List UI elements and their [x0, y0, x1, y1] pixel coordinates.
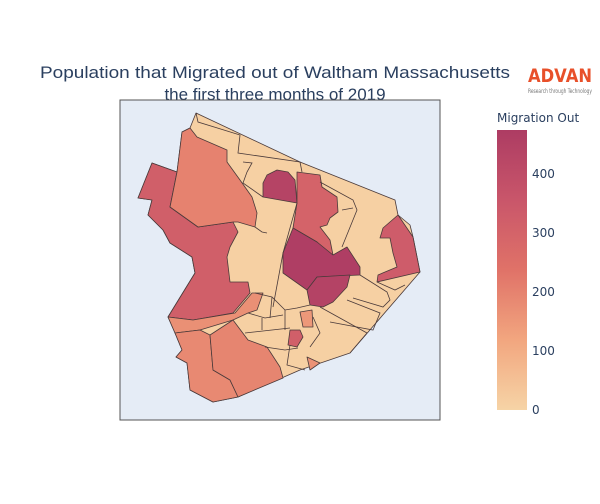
tract-border-line — [376, 281, 406, 291]
tract-border-line — [264, 346, 299, 351]
tract-border-line — [269, 296, 273, 319]
colorbar-ticks: 0 100 200 300 400 — [532, 167, 555, 417]
colorbar-tick-label: 300 — [532, 226, 555, 240]
logo-wordmark: ADVAN — [528, 65, 592, 87]
tract-border-line — [195, 112, 303, 173]
map-tract-borders — [195, 112, 406, 371]
colorbar-tick-label: 400 — [532, 167, 555, 181]
colorbar — [497, 130, 527, 410]
tract-border-line — [319, 181, 358, 248]
tract-border-line — [242, 161, 264, 198]
map-regions — [137, 112, 421, 403]
tract-border-line — [329, 299, 381, 331]
census-tract-region[interactable] — [287, 329, 304, 348]
census-tract-region[interactable] — [306, 356, 321, 371]
census-tract-region[interactable] — [376, 214, 421, 283]
tract-border-line — [309, 316, 321, 348]
tract-border-line — [341, 207, 354, 211]
logo-tagline: Research through Technology — [528, 88, 592, 95]
tract-border-line — [352, 274, 391, 308]
advan-logo: ADVAN Research through Technology — [528, 65, 592, 95]
colorbar-title: Migration Out — [497, 111, 579, 125]
colorbar-tick-label: 0 — [532, 403, 540, 417]
chart-title-line-2: the first three months of 2019 — [164, 85, 385, 104]
tract-border-line — [247, 312, 284, 319]
tract-border-line — [272, 202, 298, 308]
chart-title-line-1: Population that Migrated out of Waltham … — [40, 63, 510, 82]
census-tract-region[interactable] — [209, 319, 284, 398]
tract-border-line — [319, 306, 368, 354]
tract-border-line — [254, 226, 268, 234]
census-tract-region[interactable] — [299, 309, 314, 328]
census-tract-region[interactable] — [262, 169, 298, 204]
colorbar-tick-label: 200 — [532, 285, 555, 299]
colorbar-tick-label: 100 — [532, 344, 555, 358]
census-tract-region[interactable] — [174, 329, 239, 403]
census-tract-region[interactable] — [306, 274, 351, 308]
tract-border-line — [286, 344, 306, 371]
census-tract-region[interactable] — [169, 127, 258, 228]
tract-border-line — [244, 327, 291, 334]
